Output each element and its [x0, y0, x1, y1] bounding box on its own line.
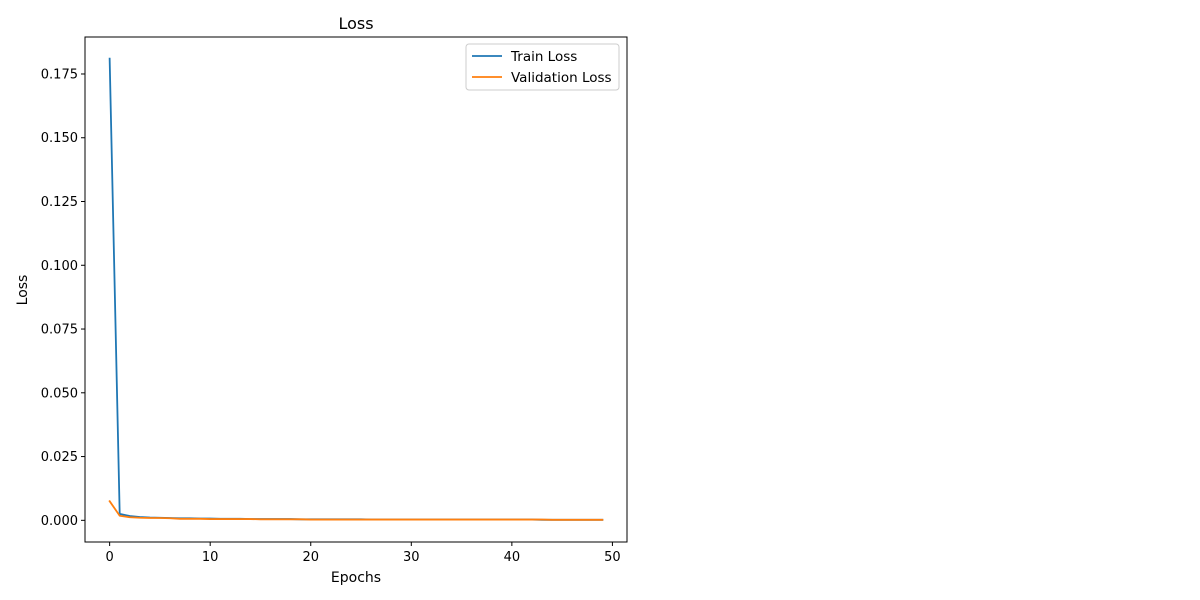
y-tick-label: 0.075 — [41, 323, 78, 338]
y-axis-label: Loss — [15, 275, 31, 306]
axes-frame — [84, 36, 628, 543]
y-tick-label: 0.100 — [41, 259, 78, 274]
legend-label: Validation Loss — [511, 70, 612, 86]
legend-label: Train Loss — [510, 49, 577, 65]
y-tick-label: 0.000 — [41, 514, 78, 529]
x-tick-label: 30 — [403, 550, 420, 565]
y-tick-label: 0.125 — [41, 195, 78, 210]
y-tick-label: 0.150 — [41, 131, 78, 146]
chart-title: Loss — [338, 14, 373, 33]
x-axis-label: Epochs — [331, 570, 381, 586]
y-tick-label: 0.025 — [41, 450, 78, 465]
x-tick-label: 50 — [604, 550, 621, 565]
x-tick-label: 20 — [302, 550, 319, 565]
legend: Train Loss Validation Loss — [465, 43, 620, 91]
axis-ticks: 0 10 20 30 40 50 0.000 0.025 0.050 0.075 0.100 0.12… — [41, 67, 621, 565]
plot-area — [108, 57, 604, 521]
legend-box — [465, 43, 620, 91]
x-tick-label: 0 — [105, 550, 113, 565]
x-tick-label: 40 — [504, 550, 521, 565]
y-tick-label: 0.050 — [41, 386, 78, 401]
series-line-validation-loss — [108, 499, 604, 521]
x-tick-label: 10 — [202, 550, 219, 565]
y-tick-label: 0.175 — [41, 67, 78, 82]
